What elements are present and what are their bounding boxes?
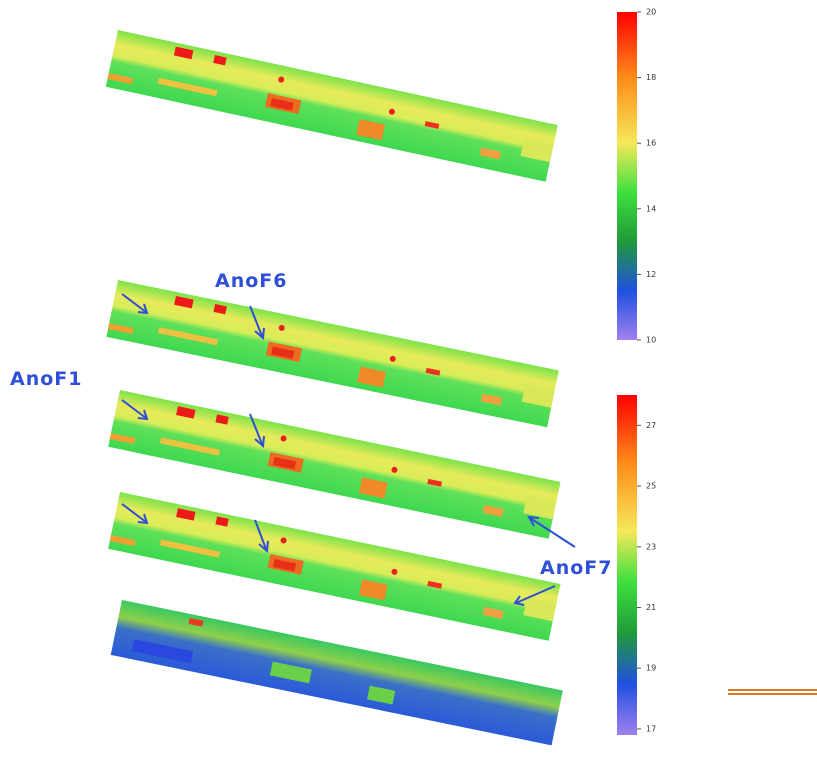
tick-label: 14: [646, 204, 656, 213]
tick-label: 25: [646, 482, 656, 491]
tick-label: 10: [646, 336, 656, 345]
map-strip: [106, 30, 558, 182]
tick-label: 17: [646, 724, 656, 733]
tick-label: 23: [646, 542, 656, 551]
tick-label: 12: [646, 270, 656, 279]
tick-label: 18: [646, 73, 656, 82]
colorbar: [617, 12, 637, 340]
tick-label: 27: [646, 421, 656, 430]
tick-label: 16: [646, 139, 656, 148]
tick-label: 20: [646, 8, 656, 17]
annotation: AnoF6: [215, 270, 287, 292]
tick-label: 19: [646, 664, 656, 673]
page: {"annotations": ["AnoF6", "AnoF1", "AnoF…: [0, 0, 817, 760]
tick-label: 21: [646, 603, 656, 612]
figure: AnoF6 AnoF1 AnoF7 20 18 16 14 12 10 27 25 23 21 19…: [0, 0, 817, 760]
colorbar: [617, 395, 637, 735]
annotation: AnoF7: [540, 557, 612, 579]
annotation: AnoF1: [10, 368, 82, 390]
